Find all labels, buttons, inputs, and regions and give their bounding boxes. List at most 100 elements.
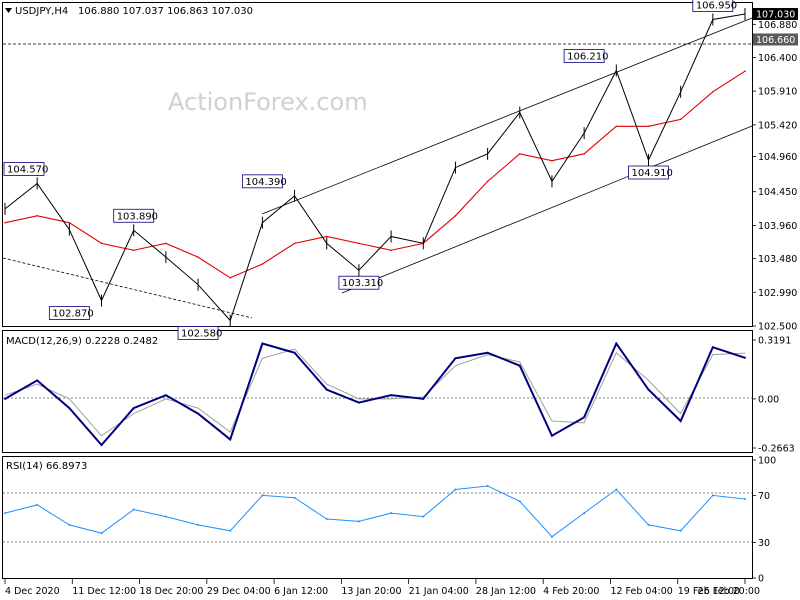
macd-series	[4, 341, 746, 447]
rsi-tick-label: 0	[758, 574, 764, 585]
price-tick-label: 104.960	[758, 152, 797, 163]
rsi-point	[390, 512, 393, 515]
price-tick-label: 105.420	[758, 120, 797, 131]
rsi-point	[197, 523, 200, 526]
macd-point	[4, 397, 6, 400]
ma-point	[68, 221, 71, 224]
ma-point	[679, 118, 682, 121]
annotation-box	[338, 275, 380, 290]
annotation-label: 106.950	[696, 1, 737, 12]
annotation-label: 102.870	[52, 309, 93, 320]
level-tag-bg	[753, 33, 798, 46]
rsi-point	[422, 515, 425, 518]
price-tags: 106.660 107.030	[753, 8, 798, 46]
ma-point	[454, 215, 457, 217]
macd-point	[164, 394, 167, 397]
rsi-point	[36, 503, 39, 506]
ma-point	[293, 242, 296, 245]
ma-point	[615, 125, 618, 128]
time-tick-label: 11 Dec 12:00	[72, 586, 136, 597]
time-tick-label: 19 Feb 12:00	[678, 586, 740, 597]
macd-tick-label: 0.3191	[758, 336, 791, 347]
rsi-point	[357, 520, 360, 523]
annotation-box	[3, 162, 45, 176]
ma-point	[518, 153, 521, 155]
rsi-point	[100, 532, 103, 535]
ma-point	[712, 91, 714, 93]
macd-point	[615, 342, 618, 345]
annotation-box	[692, 0, 734, 12]
rsi-series	[4, 484, 746, 538]
rsi-axis: 100 70 30 0	[752, 456, 776, 585]
rsi-label: RSI(14) 66.8973	[6, 461, 87, 472]
price-panel-frame	[2, 2, 753, 327]
annotation-label: 104.570	[7, 164, 48, 175]
moving-average-line	[4, 70, 746, 279]
ma-point	[325, 235, 328, 238]
rsi-point	[647, 523, 650, 526]
macd-point	[68, 407, 71, 410]
rsi-point	[68, 523, 71, 526]
macd-label: MACD(12,26,9) 0.2228 0.2482	[6, 336, 158, 347]
annotation-label: 103.310	[342, 278, 383, 289]
ma-point	[647, 125, 650, 128]
annotation-box	[241, 174, 283, 189]
annotation-label: 104.390	[245, 177, 286, 188]
macd-point	[132, 407, 135, 410]
macd-point	[36, 379, 39, 382]
rsi-point	[132, 508, 135, 511]
annotation-box	[563, 49, 605, 63]
time-tick-label: 13 Jan 20:00	[341, 586, 401, 597]
macd-point	[390, 394, 393, 397]
rsi-point	[550, 535, 553, 538]
time-tick-label: 4 Dec 2020	[5, 586, 60, 597]
rsi-point	[4, 512, 6, 515]
annotation-box	[177, 326, 219, 340]
price-tick-label: 102.990	[758, 288, 797, 299]
macd-point	[197, 412, 200, 415]
ma-point	[486, 180, 489, 183]
annotation-label: 103.890	[117, 211, 158, 222]
time-tick-label: 28 Jan 12:00	[476, 586, 536, 597]
price-tick-label: 103.480	[758, 254, 797, 265]
macd-tick-label: 0.00	[758, 394, 779, 405]
ma-point	[229, 276, 232, 279]
watermark: ActionForex.com	[168, 88, 368, 116]
annotation-box	[48, 306, 90, 320]
time-tick-label: 12 Feb 04:00	[610, 586, 672, 597]
price-axis: 107.030106.880 106.660 106.400 105.910 105.4…	[752, 10, 797, 333]
macd-point	[229, 438, 232, 441]
macd-point	[647, 388, 650, 391]
header-symbol: USDJPY,H4	[15, 6, 68, 17]
price-line	[4, 13, 746, 322]
annotation-label: 102.580	[181, 328, 222, 339]
ma-point	[165, 242, 167, 245]
macd-axis: 0.3191 0.00 -0.2663	[752, 336, 795, 455]
rsi-point	[261, 494, 264, 497]
time-tick-label: 6 Jan 12:00	[274, 586, 328, 597]
rsi-line	[4, 485, 746, 538]
time-tick-label: 26 Feb 20:00	[698, 586, 760, 597]
ma-point	[4, 221, 6, 224]
time-tick-label: 4 Feb 20:00	[543, 586, 599, 597]
annotation-box	[628, 165, 669, 180]
rsi-point	[486, 484, 489, 487]
rsi-point	[744, 498, 746, 501]
macd-point	[711, 346, 714, 349]
ma-point	[583, 153, 585, 155]
rsi-point	[454, 488, 457, 491]
macd-point	[744, 356, 746, 359]
current-price-tag-bg	[753, 8, 798, 20]
macd-point	[518, 364, 521, 367]
ma-point	[36, 215, 38, 217]
ma-point	[197, 256, 199, 258]
price-tick-label: 102.500	[758, 322, 797, 333]
rsi-point	[711, 494, 714, 497]
price-annotations: 104.570 102.870 103.890 102.580 104.390 103.3…	[3, 0, 737, 340]
time-axis: 4 Dec 2020 11 Dec 12:00 18 Dec 20:00 29 Dec…	[4, 579, 760, 597]
current-price-tag: 107.030	[756, 10, 795, 21]
header-ohlc: 106.880 107.037 106.863 107.030	[78, 6, 253, 17]
rsi-point	[615, 488, 618, 491]
macd-point	[486, 351, 489, 354]
